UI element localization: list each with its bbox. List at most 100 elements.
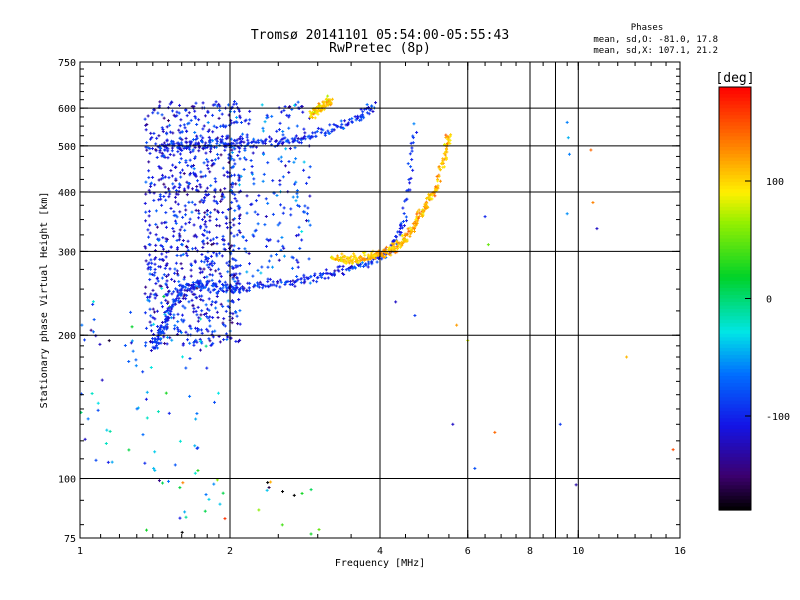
point-v [159,326,161,330]
point-v [202,232,204,236]
point-v [409,152,411,156]
trace-point [400,226,404,230]
scatter-point [152,322,156,326]
scatter-point [178,103,182,107]
point-v [234,209,236,213]
point-v [303,281,305,285]
point-v [318,528,320,532]
point-v [145,180,147,184]
point-v [177,273,179,277]
scatter-point [280,523,284,527]
point-v [190,274,192,278]
scatter-point [148,147,152,151]
scatter-point [279,248,283,252]
trace-point [367,260,371,264]
point-v [358,264,360,268]
scatter-point [198,337,202,341]
point-v [194,259,196,263]
point-v [215,269,217,273]
point-v [181,291,183,295]
point-v [296,195,298,199]
scatter-point [160,126,164,130]
scatter-point [230,299,234,303]
trace-point [170,307,174,311]
point-v [184,228,186,232]
scatter-point [193,233,197,237]
point-v [199,337,201,341]
scatter-point [144,128,148,132]
scatter-point [235,199,239,203]
point-v [168,176,170,180]
point-v [298,204,300,208]
trace-point [311,279,315,283]
scatter-point [279,203,283,207]
point-v [262,179,264,183]
point-v [309,194,311,198]
point-v [275,284,277,288]
scatter-point [211,103,215,107]
scatter-point [168,130,172,134]
scatter-point [155,136,159,140]
point-v [201,139,203,143]
point-v [220,274,222,278]
scatter-point [206,208,210,212]
point-v [277,280,279,284]
scatter-point [225,283,229,287]
point-v [203,124,205,128]
trace-point [269,283,273,287]
point-v [169,123,171,127]
trace-point [210,278,214,282]
trace-point [411,168,415,172]
point-v [160,337,162,341]
trace-point [410,146,414,150]
point-v [267,115,269,119]
point-v [248,286,250,290]
scatter-point [231,218,235,222]
point-v [214,103,216,107]
scatter-point [171,234,175,238]
scatter-point [86,417,90,421]
point-v [137,406,139,410]
point-v [152,175,154,179]
scatter-point [201,240,205,244]
scatter-point [288,147,292,151]
point-v [337,268,339,272]
trace-point [171,305,175,309]
point-v [271,114,273,118]
scatter-point [161,176,165,180]
point-v [269,277,271,281]
scatter-point [205,307,209,311]
point-v [238,109,240,113]
scatter-point [160,325,164,329]
point-v [218,334,220,338]
point-v [184,510,186,514]
scatter-point [264,197,268,201]
point-v [168,187,170,191]
point-v [222,234,224,238]
scatter-point [127,360,131,364]
point-v [227,270,229,274]
point-v [235,265,237,269]
point-v [304,280,306,284]
scatter-point [204,257,208,261]
point-v [231,166,233,170]
point-v [162,258,164,262]
point-v [264,120,266,124]
point-v [294,182,296,186]
scatter-point [201,299,205,303]
scatter-point [222,289,226,293]
point-v [227,134,229,138]
point-v [180,157,182,161]
scatter-point [244,158,248,162]
scatter-point [233,162,237,166]
scatter-point [202,145,206,149]
point-v [147,298,149,302]
scatter-point [213,177,217,181]
scatter-point [294,234,298,238]
scatter-point [96,401,100,405]
scatter-point [162,294,166,298]
point-v [242,235,244,239]
point-v [168,316,170,320]
trace-point [168,305,172,309]
scatter-point [158,327,162,331]
